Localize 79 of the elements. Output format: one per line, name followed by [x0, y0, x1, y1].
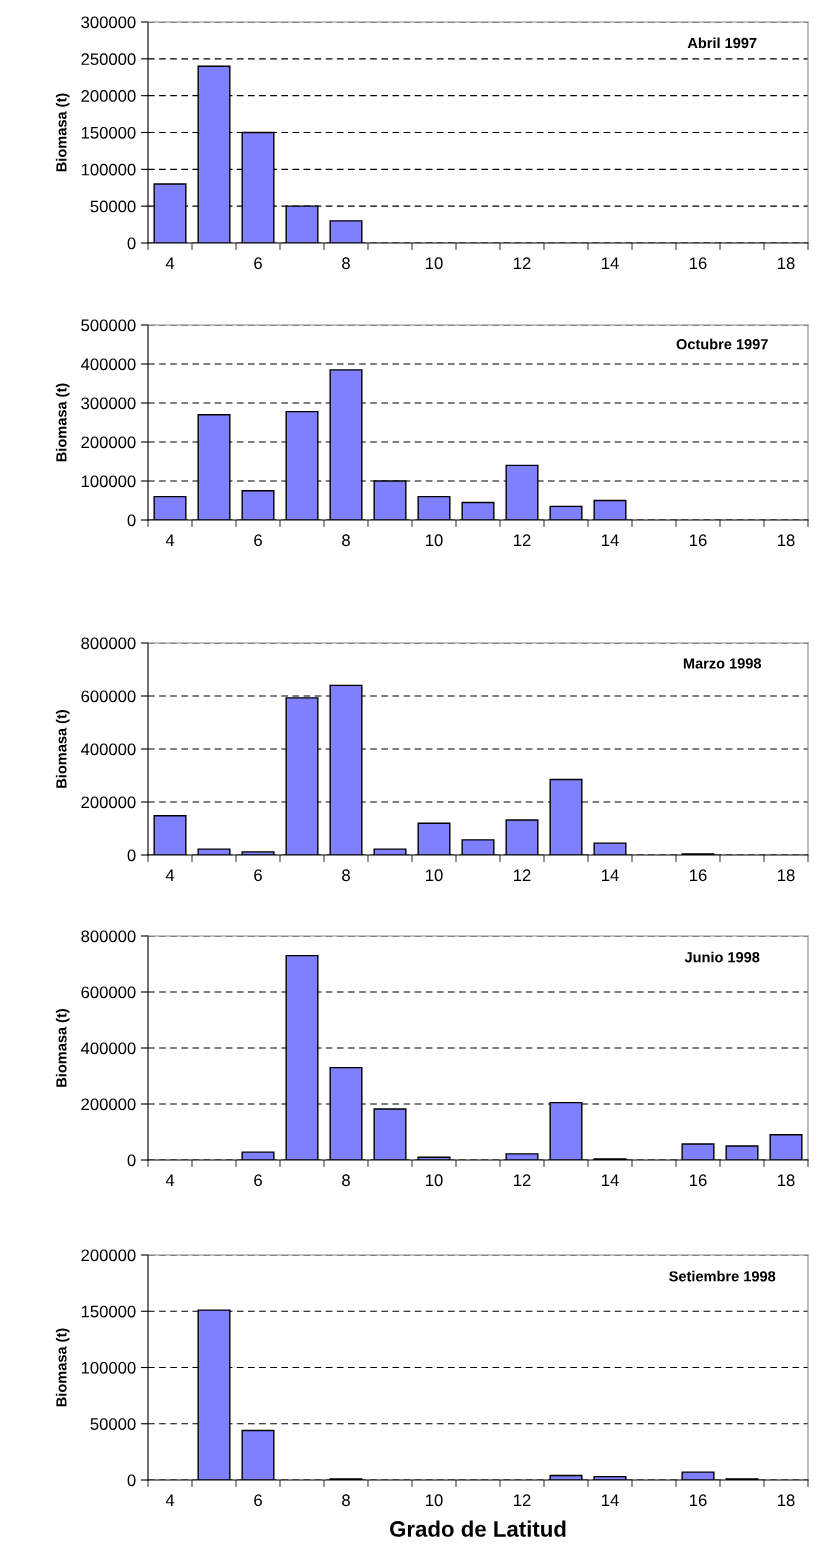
x-tick-label: 10 [426, 869, 443, 882]
x-tick-label: 6 [254, 1174, 262, 1187]
x-tick-label: 8 [342, 869, 350, 882]
y-tick-label: 100000 [81, 475, 136, 488]
x-tick-label: 18 [778, 869, 795, 882]
x-tick-label: 14 [602, 869, 619, 881]
x-tick-label: 6 [254, 257, 262, 270]
x-tick-label: 12 [514, 1494, 531, 1506]
y-tick-label: 800000 [81, 637, 136, 650]
y-tick-label: 150000 [81, 1305, 136, 1318]
x-axis-title: Grado de Latitud [390, 1520, 566, 1537]
x-tick-label: 16 [690, 534, 707, 547]
text: Abril 1997 [687, 37, 757, 49]
y-tick-label: 0 [127, 1154, 136, 1167]
x-tick-label: 14 [602, 1174, 619, 1186]
y-tick-label: 300000 [81, 397, 136, 410]
x-tick-label: 10 [426, 1494, 443, 1507]
x-tick-label: 16 [690, 257, 707, 270]
x-tick-label: 10 [426, 1174, 443, 1187]
x-tick-label: 14 [602, 257, 619, 269]
text: Marzo 1998 [683, 658, 762, 669]
x-tick-label: 10 [426, 257, 443, 270]
x-tick-label: 12 [514, 1174, 531, 1186]
x-tick-label: 12 [514, 257, 531, 269]
text: Octubre 1997 [676, 338, 768, 350]
y-axis-title: Biomasa (t) [55, 1328, 70, 1407]
y-tick-label: 200000 [81, 436, 136, 449]
x-tick-label: 6 [254, 534, 262, 547]
x-tick-label: 16 [690, 869, 707, 882]
y-tick-label: 500000 [81, 319, 136, 332]
y-tick-label: 100000 [81, 163, 136, 176]
x-tick-label: 16 [690, 1494, 707, 1507]
y-tick-label: 0 [127, 237, 136, 250]
x-tick-label: 6 [254, 1494, 262, 1507]
y-tick-label: 600000 [81, 986, 136, 999]
x-tick-label: 8 [342, 1174, 350, 1187]
y-tick-label: 200000 [81, 90, 136, 102]
x-tick-label: 4 [165, 869, 175, 881]
x-tick-label: 4 [165, 534, 175, 546]
y-tick-label: 600000 [81, 690, 136, 703]
x-tick-label: 18 [778, 257, 795, 270]
x-tick-label: 12 [514, 534, 531, 546]
x-tick-label: 14 [602, 534, 619, 546]
y-tick-label: 150000 [81, 126, 136, 139]
y-tick-label: 200000 [81, 1098, 136, 1111]
y-tick-label: 100000 [81, 1361, 136, 1374]
y-tick-label: 800000 [81, 930, 136, 943]
x-tick-label: 8 [342, 257, 350, 270]
y-tick-label: 0 [127, 849, 136, 862]
y-tick-label: 400000 [80, 358, 136, 371]
x-tick-label: 4 [165, 1494, 175, 1506]
y-axis-title: Biomasa (t) [55, 710, 70, 788]
x-tick-label: 10 [426, 534, 443, 547]
x-tick-label: 16 [690, 1174, 707, 1187]
y-tick-label: 50000 [90, 1418, 136, 1430]
y-tick-label: 250000 [81, 53, 136, 66]
x-tick-label: 18 [778, 534, 795, 547]
y-tick-label: 200000 [81, 796, 136, 809]
y-tick-label: 0 [127, 1474, 136, 1487]
x-tick-label: 12 [514, 869, 531, 881]
y-tick-label: 200000 [81, 1249, 136, 1262]
x-tick-label: 18 [778, 1494, 795, 1507]
x-tick-label: 4 [165, 1174, 175, 1186]
y-axis-title: Biomasa (t) [55, 383, 70, 462]
x-tick-label: 8 [342, 534, 350, 547]
x-tick-label: 6 [254, 869, 262, 882]
y-tick-label: 50000 [90, 200, 136, 213]
x-tick-label: 4 [165, 257, 175, 269]
text: Junio 1998 [684, 951, 760, 963]
y-tick-label: 400000 [80, 1042, 136, 1055]
x-tick-label: 14 [602, 1494, 619, 1506]
text: Setiembre 1998 [669, 1270, 776, 1282]
y-tick-label: 400000 [80, 743, 136, 756]
y-axis-title: Biomasa (t) [55, 1009, 70, 1087]
x-tick-label: 18 [778, 1174, 795, 1187]
y-tick-label: 0 [127, 514, 136, 527]
y-axis-title: Biomasa (t) [55, 93, 70, 172]
y-tick-label: 300000 [81, 16, 136, 29]
x-tick-label: 8 [342, 1494, 350, 1507]
